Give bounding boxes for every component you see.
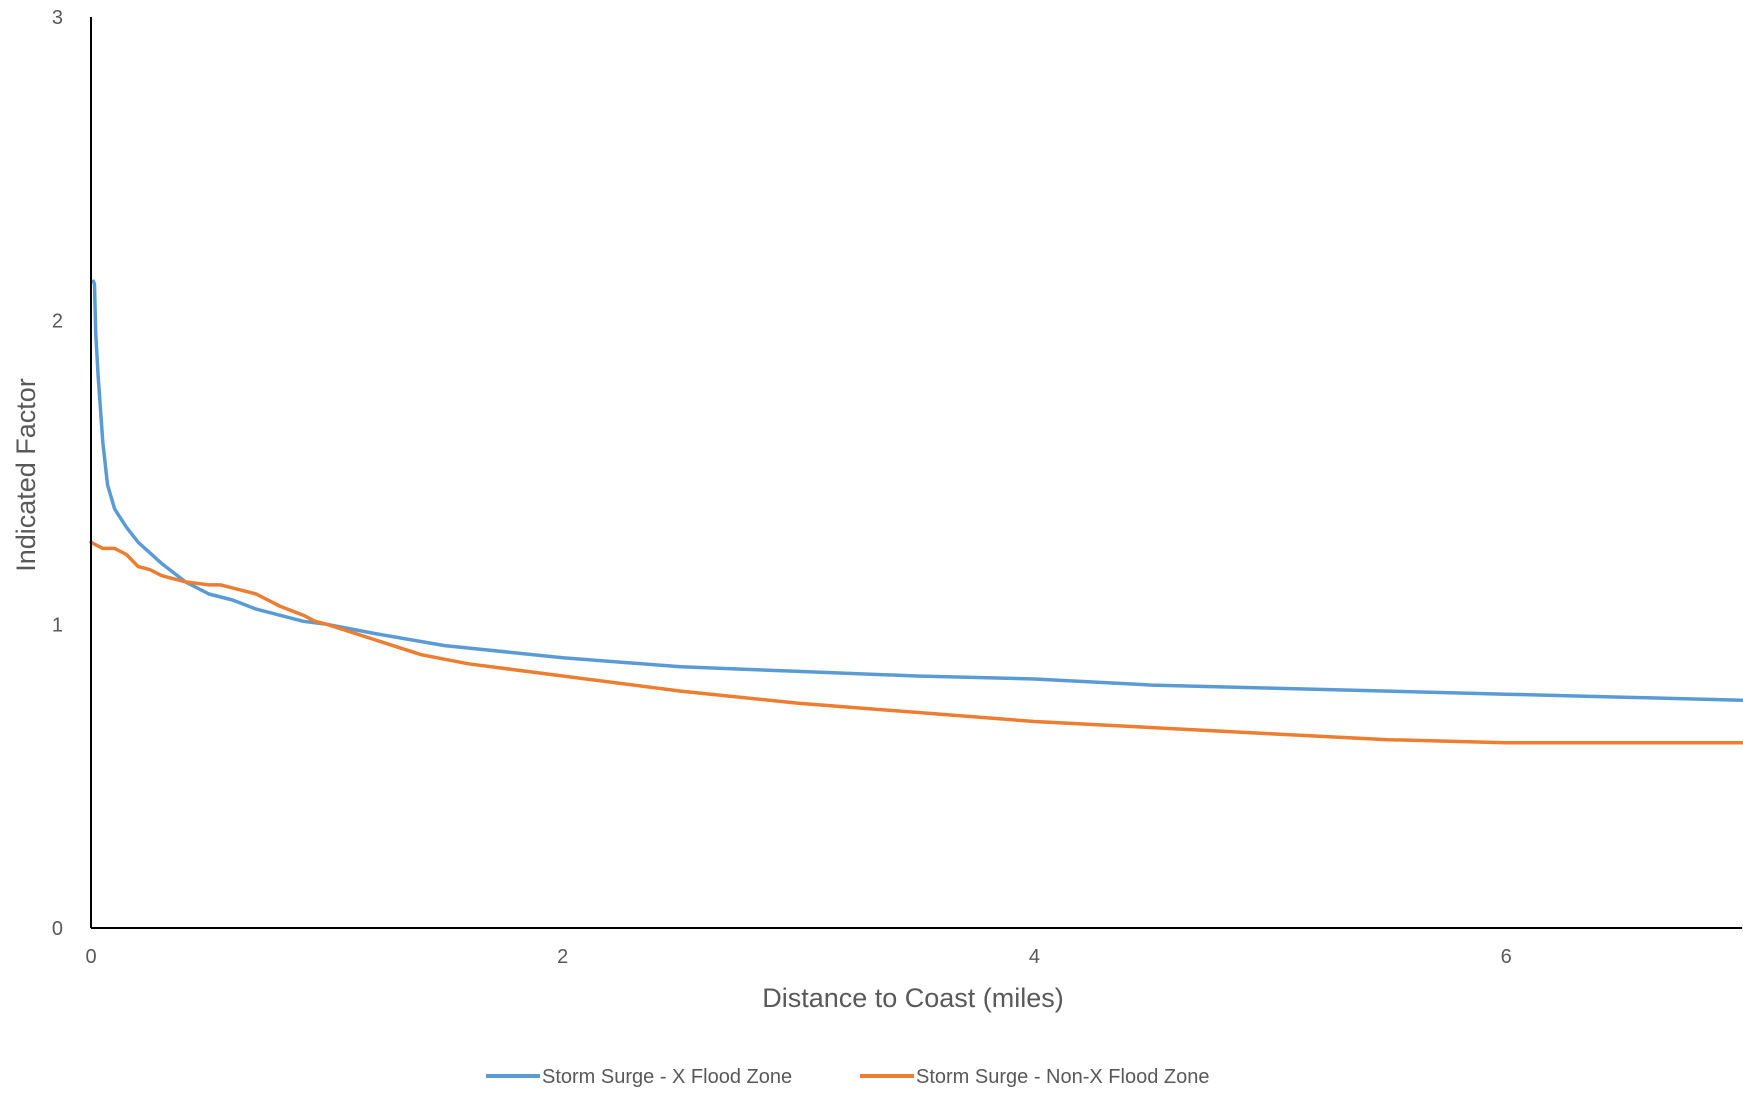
y-tick-label: 2 (52, 311, 63, 333)
y-tick-label: 0 (52, 918, 63, 940)
x-tick-label: 2 (557, 946, 568, 968)
x-tick-label: 4 (1029, 946, 1040, 968)
y-axis-title: Indicated Factor (11, 378, 41, 572)
x-axis-title: Distance to Coast (miles) (762, 983, 1064, 1013)
x-axis-ticks: 0 2 4 6 (85, 946, 1511, 968)
y-tick-label: 1 (52, 614, 63, 636)
x-tick-label: 0 (85, 946, 96, 968)
legend-label-2: Storm Surge - Non-X Flood Zone (916, 1066, 1209, 1088)
x-tick-label: 6 (1501, 946, 1512, 968)
legend-label-1: Storm Surge - X Flood Zone (542, 1066, 792, 1088)
plot-lines (89, 279, 1743, 745)
y-tick-label: 3 (52, 7, 63, 29)
series-line-1 (91, 279, 1743, 703)
legend: Storm Surge - X Flood Zone Storm Surge - … (486, 1066, 1209, 1088)
series-line-2 (89, 540, 1743, 745)
y-axis-ticks: 0 1 2 3 (52, 7, 63, 940)
